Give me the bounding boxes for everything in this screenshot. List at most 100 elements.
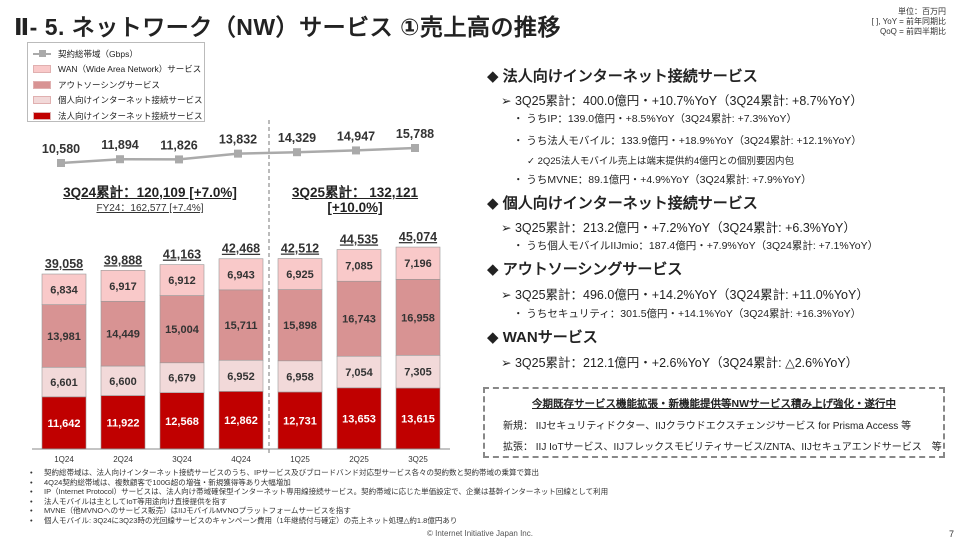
copyright: © Internet Initiative Japan Inc.: [427, 529, 533, 538]
bandwidth-point: [352, 146, 360, 155]
bar-segment: [41, 366, 87, 398]
unit-line: [ ], YoY = 前年同期比: [871, 17, 946, 26]
fy24-total: FY24：162,577 [+7.4%]: [96, 203, 204, 214]
footnote: • 4Q24契約総帯域は、複数顧客で100G超の増強・新規獲得等あり大幅増加: [30, 478, 608, 488]
footnote-text: IP（Internet Protocol）サービスは、法人向け帯域確保型インター…: [44, 487, 609, 497]
segment-label: 6,952: [227, 371, 255, 383]
bandwidth-label: 14,329: [278, 131, 316, 145]
section-line: ➢ 3Q25累計：213.2億円・+7.2%YoY（3Q24累計: +6.3%Y…: [501, 221, 856, 235]
legend-line-swatch: [33, 50, 51, 58]
x-tick-label: 4Q24: [231, 455, 251, 464]
bandwidth-label: 14,947: [337, 129, 375, 143]
segment-label: 16,743: [342, 314, 376, 326]
legend-label: WAN（Wide Area Network）サービス: [58, 64, 202, 75]
segment-label: 7,054: [345, 367, 373, 379]
footnote-text: 法人モバイルは主としてIoT等用途向け直接提供を指す: [44, 496, 228, 506]
initiatives-title: 今期既存サービス機能拡張・新機能提供等NWサービス積み上げ強化・遂行中: [532, 398, 896, 410]
segment-label: 6,601: [50, 377, 78, 389]
initiatives-new: 新規： IIJセキュリティドクター、IIJクラウドエクスチェンジサービス for…: [503, 421, 912, 432]
x-tick-label: 3Q24: [172, 455, 192, 464]
legend-item: 法人向けインターネット接続サービス: [33, 108, 203, 124]
segment-label: 15,004: [165, 324, 200, 336]
bar-segment: [41, 304, 87, 368]
bullet: •: [30, 487, 33, 497]
bandwidth-point: [116, 155, 124, 164]
footnote-text: MVNE（他MVNOへのサービス販売）はIIJモバイルMVNOプラットフォームサ…: [44, 506, 351, 516]
segment-label: 7,085: [345, 260, 373, 272]
total-label: 42,468: [222, 242, 260, 256]
legend-label: アウトソーシングサービス: [58, 79, 160, 90]
bar-segment: [218, 391, 264, 450]
unit-note: 単位：百万円 [ ], YoY = 前年同期比 QoQ = 前四半期比: [872, 7, 946, 37]
bar-segment: [100, 395, 146, 450]
bandwidth-point: [293, 148, 301, 157]
bar-segment: [41, 396, 87, 450]
bar-segment: [395, 279, 441, 356]
section-line: ・ うち個人モバイルIIJmio：187.4億円・+7.9%YoY（3Q24累計…: [513, 240, 879, 252]
segment-label: 12,862: [224, 415, 258, 427]
segment-label: 6,679: [168, 373, 196, 385]
legend-label: 契約総帯域（Gbps）: [58, 48, 138, 59]
segment-label: 13,653: [342, 413, 376, 425]
footnote: • MVNE（他MVNOへのサービス販売）はIIJモバイルMVNOプラットフォーム…: [30, 506, 608, 516]
section-heading: ◆ 法人向けインターネット接続サービス: [487, 68, 758, 85]
bar-segment: [159, 295, 205, 364]
bar-segment: [100, 270, 146, 302]
legend-swatch: [33, 111, 51, 120]
bar-segment: [336, 387, 382, 450]
bar-segment: [336, 249, 382, 282]
section-line: ➢ 3Q25累計：212.1億円・+2.6%YoY（3Q24累計: △2.6%Y…: [501, 356, 859, 370]
section-line: ・ うちIP：139.0億円・+8.5%YoY（3Q24累計: +7.3%YoY…: [513, 113, 798, 125]
unit-line: 単位：百万円: [898, 7, 946, 16]
bar-segment: [218, 359, 264, 392]
bandwidth-label: 13,832: [219, 133, 257, 147]
total-label: 45,074: [399, 230, 437, 244]
bar-segment: [277, 391, 323, 450]
segment-label: 6,912: [168, 275, 196, 287]
footnote: • 契約総帯域は、法人向けインターネット接続サービスのうち、IPサービス及びブロー…: [30, 468, 608, 478]
section-heading: ◆ 個人向けインターネット接続サービス: [487, 195, 758, 212]
cumulative-3q25: 3Q25累計： 132,121: [291, 185, 419, 200]
legend-label: 個人向けインターネット接続サービス: [58, 95, 203, 106]
section-line: ・ うち法人モバイル：133.9億円・+18.9%YoY（3Q24累計: +12…: [513, 135, 862, 147]
segment-label: 6,925: [286, 269, 314, 281]
segment-label: 6,943: [227, 269, 255, 281]
x-tick-label: 2Q24: [113, 455, 133, 464]
bar-segment: [277, 360, 323, 393]
segment-label: 7,305: [404, 367, 432, 379]
bandwidth-label: 11,894: [101, 138, 139, 152]
cumulative-3q24: 3Q24累計：120,109 [+7.0%]: [63, 185, 237, 200]
segment-label: 11,922: [106, 417, 139, 429]
segment-label: 16,958: [401, 312, 435, 324]
footnote: • IP（Internet Protocol）サービスは、法人向け帯域確保型インタ…: [30, 487, 608, 497]
footnote-text: 個人モバイル: 3Q24に3Q23時の光回線サービスのキャンペーン費用（1年継続…: [44, 515, 458, 525]
segment-label: 6,600: [109, 376, 137, 388]
bullet: •: [30, 496, 33, 506]
footnote: • 法人モバイルは主としてIoT等用途向け直接提供を指す: [30, 497, 608, 507]
section-heading: ◆ WANサービス: [487, 329, 598, 346]
bullet: •: [30, 515, 33, 525]
bullet: •: [30, 506, 33, 516]
bar-segment: [41, 273, 87, 305]
segment-label: 6,958: [286, 371, 314, 383]
chart-legend: 契約総帯域（Gbps） WAN（Wide Area Network）サービス アウト…: [27, 42, 205, 122]
bar-segment: [395, 246, 441, 280]
total-label: 39,058: [45, 257, 83, 271]
section-line: ➢ 3Q25累計：496.0億円・+14.2%YoY（3Q24累計: +11.0…: [501, 288, 869, 302]
bar-segment: [218, 258, 264, 291]
bandwidth-point: [57, 159, 65, 167]
bar-segment: [336, 355, 382, 389]
segment-label: 12,731: [283, 415, 317, 427]
x-tick-label: 2Q25: [349, 455, 369, 464]
footnote-text: 4Q24契約総帯域は、複数顧客で100G超の増強・新規獲得等あり大幅増加: [44, 477, 291, 487]
bandwidth-label: 15,788: [396, 127, 434, 141]
bullet: •: [30, 468, 33, 477]
bullet: •: [30, 477, 33, 487]
segment-label: 7,196: [404, 258, 432, 270]
section-line: ・ うちセキュリティ：301.5億円・+14.1%YoY（3Q24累計: +16…: [513, 308, 862, 320]
page-number: 7: [949, 529, 955, 539]
segment-label: 13,981: [47, 331, 81, 343]
x-tick-label: 1Q25: [290, 455, 310, 464]
cumulative-3q25-growth: [+10.0%]: [327, 200, 383, 215]
page-title: Ⅱ- 5. ネットワーク（NW）サービス ①売上高の推移: [14, 14, 561, 40]
